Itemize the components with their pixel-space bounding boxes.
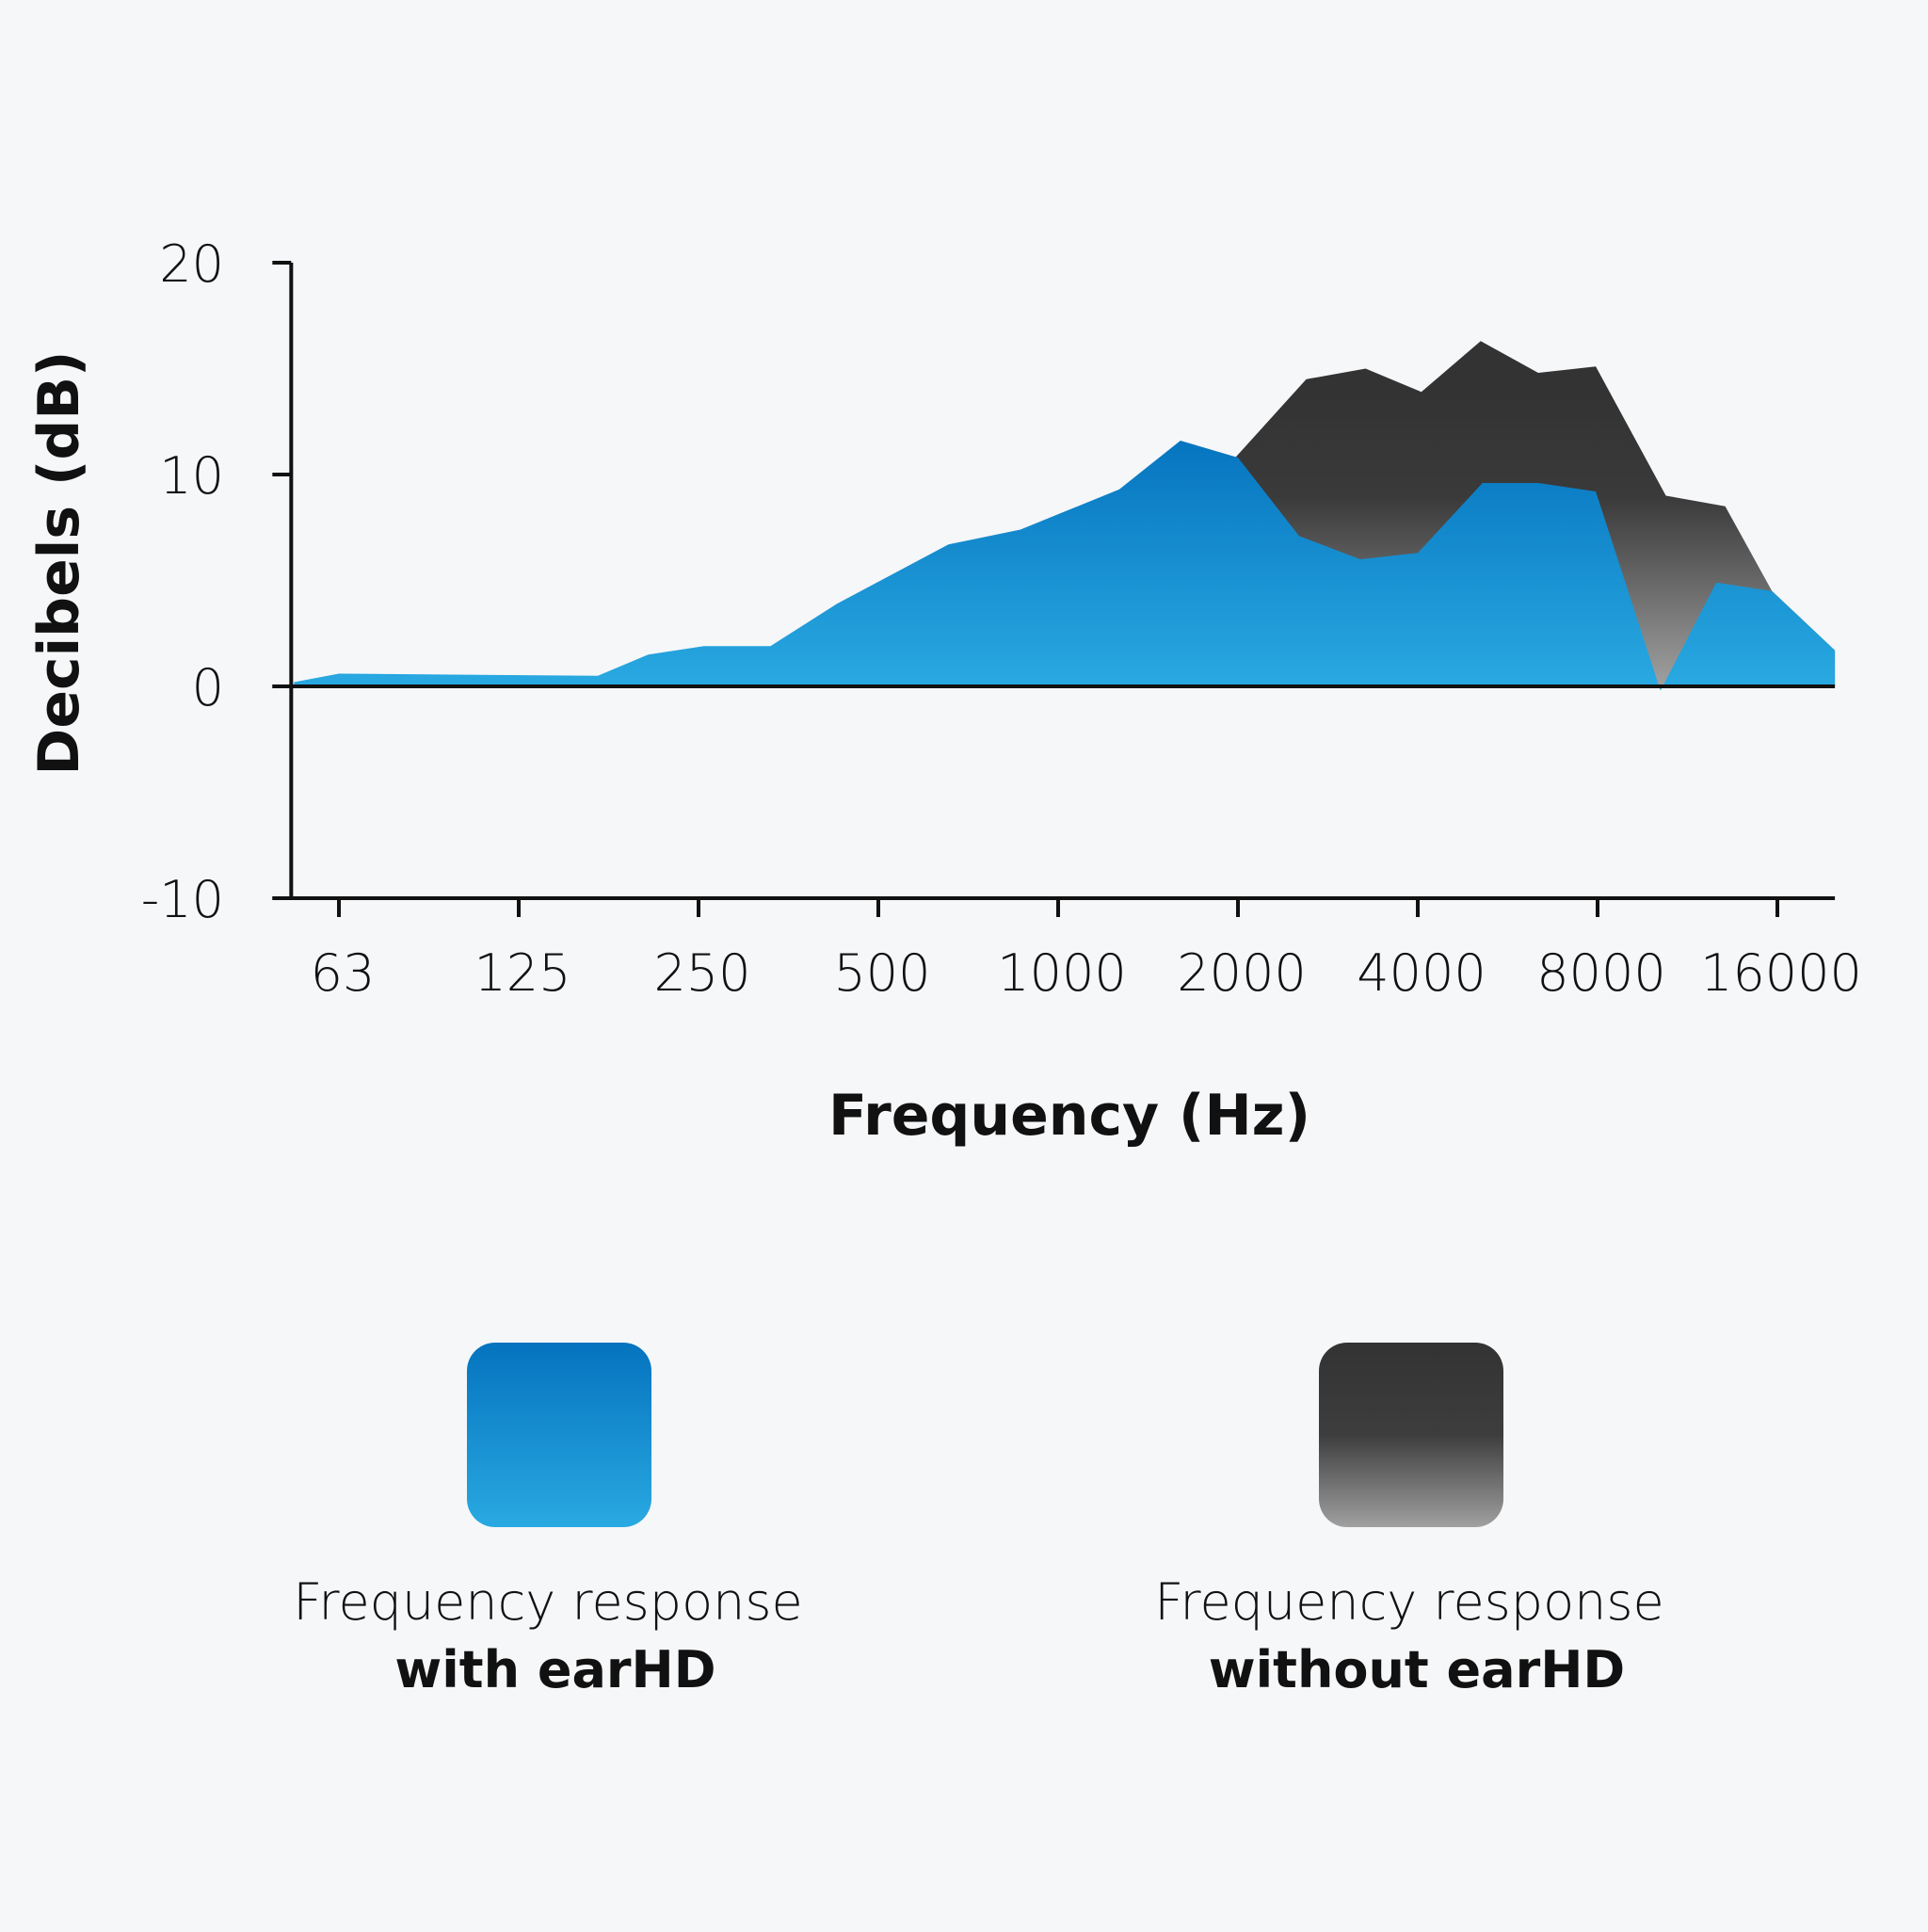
x-tick-label: 63 (311, 943, 376, 1003)
legend-label-without-earhd-line1: Frequency response (1154, 1572, 1663, 1632)
x-axis-title: Frequency (Hz) (828, 1083, 1310, 1149)
y-axis-title: Decibels (dB) (26, 351, 92, 776)
x-tick-label: 1000 (997, 943, 1126, 1003)
y-tick-label: 10 (159, 446, 224, 506)
legend: Frequency response with earHD Frequency … (293, 1343, 1664, 1699)
legend-swatch-without-earhd (1319, 1343, 1503, 1527)
x-tick-label: 2000 (1177, 943, 1306, 1003)
y-tick-label: 20 (159, 234, 224, 294)
x-tick-label: 500 (833, 943, 930, 1003)
x-tick-label: 8000 (1536, 943, 1665, 1003)
x-tick-label: 16000 (1700, 943, 1862, 1003)
x-tick-label: 125 (474, 943, 570, 1003)
x-tick-label: 4000 (1357, 943, 1486, 1003)
y-tick-label: -10 (141, 870, 224, 929)
legend-label-with-earhd-line1: Frequency response (293, 1572, 802, 1632)
legend-swatch-with-earhd (467, 1343, 651, 1527)
legend-label-with-earhd-line2: with earHD (394, 1640, 715, 1699)
legend-label-without-earhd-line2: without earHD (1209, 1640, 1626, 1699)
x-tick-label: 250 (653, 943, 750, 1003)
area-with-earhd (294, 441, 1836, 691)
y-tick-label: 0 (192, 658, 224, 717)
